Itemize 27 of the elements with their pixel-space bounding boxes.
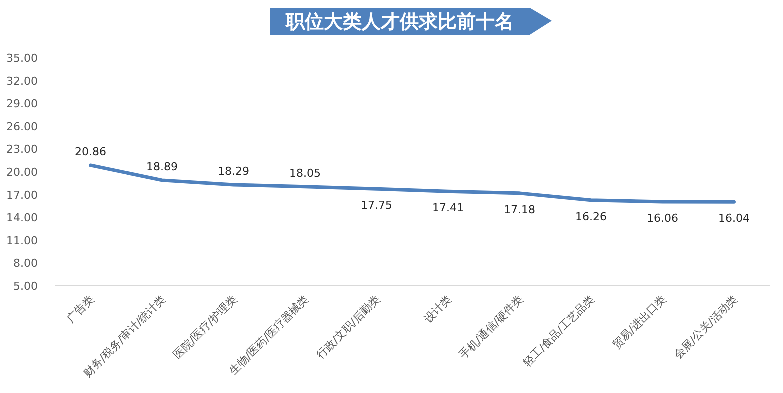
data-label: 18.29 bbox=[218, 164, 250, 178]
data-label: 17.75 bbox=[361, 199, 392, 212]
data-label: 18.89 bbox=[146, 160, 178, 174]
x-tick-label: 设计类 bbox=[422, 292, 454, 326]
y-tick-label: 29.00 bbox=[6, 98, 38, 111]
chart-title: 职位大类人才供求比前十名 bbox=[285, 11, 514, 33]
y-tick-label: 14.00 bbox=[6, 212, 38, 225]
x-tick-label: 贸易/进出口类 bbox=[610, 292, 669, 352]
data-label: 16.04 bbox=[718, 212, 750, 226]
x-tick-label: 会展/公关/活动类 bbox=[671, 292, 740, 362]
y-tick-label: 20.00 bbox=[6, 166, 38, 179]
data-label: 18.05 bbox=[290, 166, 321, 180]
y-tick-label: 5.00 bbox=[14, 280, 38, 293]
y-tick-label: 23.00 bbox=[6, 143, 38, 156]
x-tick-label: 行政/文职/后勤类 bbox=[314, 292, 383, 362]
y-tick-label: 35.00 bbox=[6, 52, 38, 65]
data-label: 16.26 bbox=[576, 210, 607, 224]
y-tick-label: 17.00 bbox=[6, 188, 38, 202]
data-label: 16.06 bbox=[647, 212, 678, 225]
x-tick-label: 广告类 bbox=[64, 292, 97, 326]
y-tick-label: 26.00 bbox=[6, 120, 38, 134]
y-tick-label: 8.00 bbox=[14, 257, 38, 270]
y-tick-label: 32.00 bbox=[6, 74, 38, 88]
data-label: 17.18 bbox=[504, 203, 536, 216]
data-label: 17.41 bbox=[432, 202, 464, 215]
y-tick-label: 11.00 bbox=[6, 234, 38, 248]
data-label: 20.86 bbox=[75, 145, 106, 158]
